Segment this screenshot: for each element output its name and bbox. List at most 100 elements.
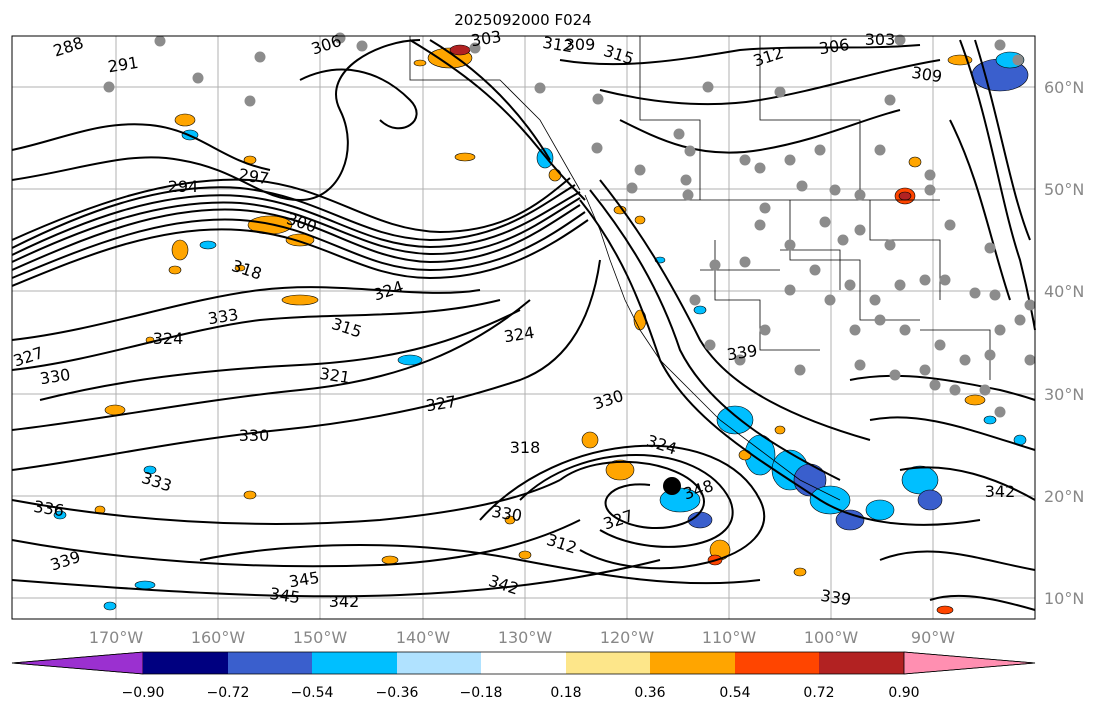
station-marker <box>626 182 638 194</box>
station-marker <box>334 32 346 44</box>
station-marker <box>919 274 931 286</box>
theta-contour-line <box>519 454 734 548</box>
colorbar-tick-7: 0.36 <box>634 685 665 701</box>
contour-label: 309 <box>910 63 943 87</box>
shaded-blob <box>835 509 865 531</box>
theta-contour-line <box>589 189 841 481</box>
shaded-blob <box>518 550 532 560</box>
station-marker <box>759 202 771 214</box>
theta-contour-line <box>479 444 766 570</box>
shaded-blob <box>243 490 257 500</box>
shaded-blob <box>281 294 319 306</box>
station-marker <box>759 324 771 336</box>
station-marker <box>734 354 746 366</box>
station-marker <box>244 95 256 107</box>
shaded-blob <box>917 489 943 511</box>
station-marker <box>989 289 1001 301</box>
station-marker <box>824 294 836 306</box>
station-marker <box>844 279 856 291</box>
contour-label: 291 <box>107 53 140 77</box>
lon-label-150w: 150°W <box>293 628 348 647</box>
contour-label: 342 <box>985 482 1016 501</box>
station-marker <box>884 94 896 106</box>
lat-label-30n: 30°N <box>1044 385 1084 404</box>
contour-label: 330 <box>490 502 523 526</box>
station-marker <box>899 324 911 336</box>
theta-contour-line <box>11 191 581 256</box>
lon-label-130w: 130°W <box>498 628 553 647</box>
station-marker <box>924 169 936 181</box>
theta-contour-line <box>11 211 586 279</box>
shaded-blob <box>449 44 471 56</box>
station-marker <box>796 180 808 192</box>
station-marker <box>994 324 1006 336</box>
contour-label: 324 <box>503 323 536 347</box>
station-marker <box>154 35 166 47</box>
station-marker <box>591 142 603 154</box>
shaded-blob <box>793 567 807 577</box>
theta-contour-line <box>39 309 521 401</box>
colorbar-tick-3: −0.54 <box>291 685 334 701</box>
shaded-blob <box>898 191 912 201</box>
station-marker <box>103 81 115 93</box>
map-title: 2025092000 F024 <box>454 11 591 29</box>
station-marker <box>534 82 546 94</box>
boundary-line <box>639 36 701 200</box>
shaded-blob <box>171 239 189 261</box>
theta-contour-line <box>869 416 1036 451</box>
theta-contour-line <box>974 39 1031 241</box>
theta-contour-line <box>579 199 981 526</box>
contour-label: 312 <box>541 33 574 57</box>
station-marker <box>979 384 991 396</box>
theta-contour-line <box>429 39 551 161</box>
theta-contour-line <box>11 123 271 171</box>
lat-label-10n: 10°N <box>1044 589 1084 608</box>
theta-contour-line <box>559 44 921 66</box>
shaded-blob <box>774 425 786 435</box>
contour-label: 330 <box>239 426 270 445</box>
shaded-blob <box>865 499 895 521</box>
lon-label-100w: 100°W <box>804 628 859 647</box>
theta-contour-line <box>959 39 1036 331</box>
boundary-line <box>759 36 861 200</box>
theta-contour-line <box>899 466 1036 501</box>
station-marker <box>949 384 961 396</box>
lat-label-40n: 40°N <box>1044 282 1084 301</box>
station-marker <box>939 274 951 286</box>
theta-contour-line <box>929 594 1036 611</box>
theta-contour-line <box>11 559 661 598</box>
station-marker <box>924 184 936 196</box>
station-marker <box>854 359 866 371</box>
station-marker <box>889 369 901 381</box>
station-marker <box>254 51 266 63</box>
boundary-line <box>714 240 820 351</box>
boundary-line <box>409 36 581 191</box>
theta-contour-line <box>11 479 561 525</box>
theta-contour-line <box>11 197 581 263</box>
contour-label: 324 <box>153 329 184 348</box>
shaded-blob <box>168 265 182 275</box>
shaded-blob <box>693 305 707 315</box>
station-marker <box>754 219 766 231</box>
shaded-blob <box>964 394 986 406</box>
contour-label: 297 <box>237 165 270 189</box>
colorbar-segment <box>650 652 735 674</box>
colorbar-tick-1: −0.90 <box>122 685 165 701</box>
shaded-blob <box>936 605 954 615</box>
contour-label: 330 <box>39 365 72 389</box>
station-marker <box>704 339 716 351</box>
shaded-blob <box>581 431 599 449</box>
station-marker <box>1012 54 1024 66</box>
theta-contour-line <box>11 299 501 371</box>
station-marker <box>894 279 906 291</box>
shaded-blob <box>53 510 67 520</box>
latitude-axis: 60°N 50°N 40°N 30°N 20°N 10°N <box>1044 78 1084 608</box>
station-marker <box>794 364 806 376</box>
longitude-axis: 170°W 160°W 150°W 140°W 130°W 120°W 110°… <box>89 628 955 647</box>
contour-label: 342 <box>329 592 360 611</box>
colorbar-outline <box>11 651 1036 675</box>
station-marker <box>829 184 841 196</box>
station-marker <box>884 239 896 251</box>
